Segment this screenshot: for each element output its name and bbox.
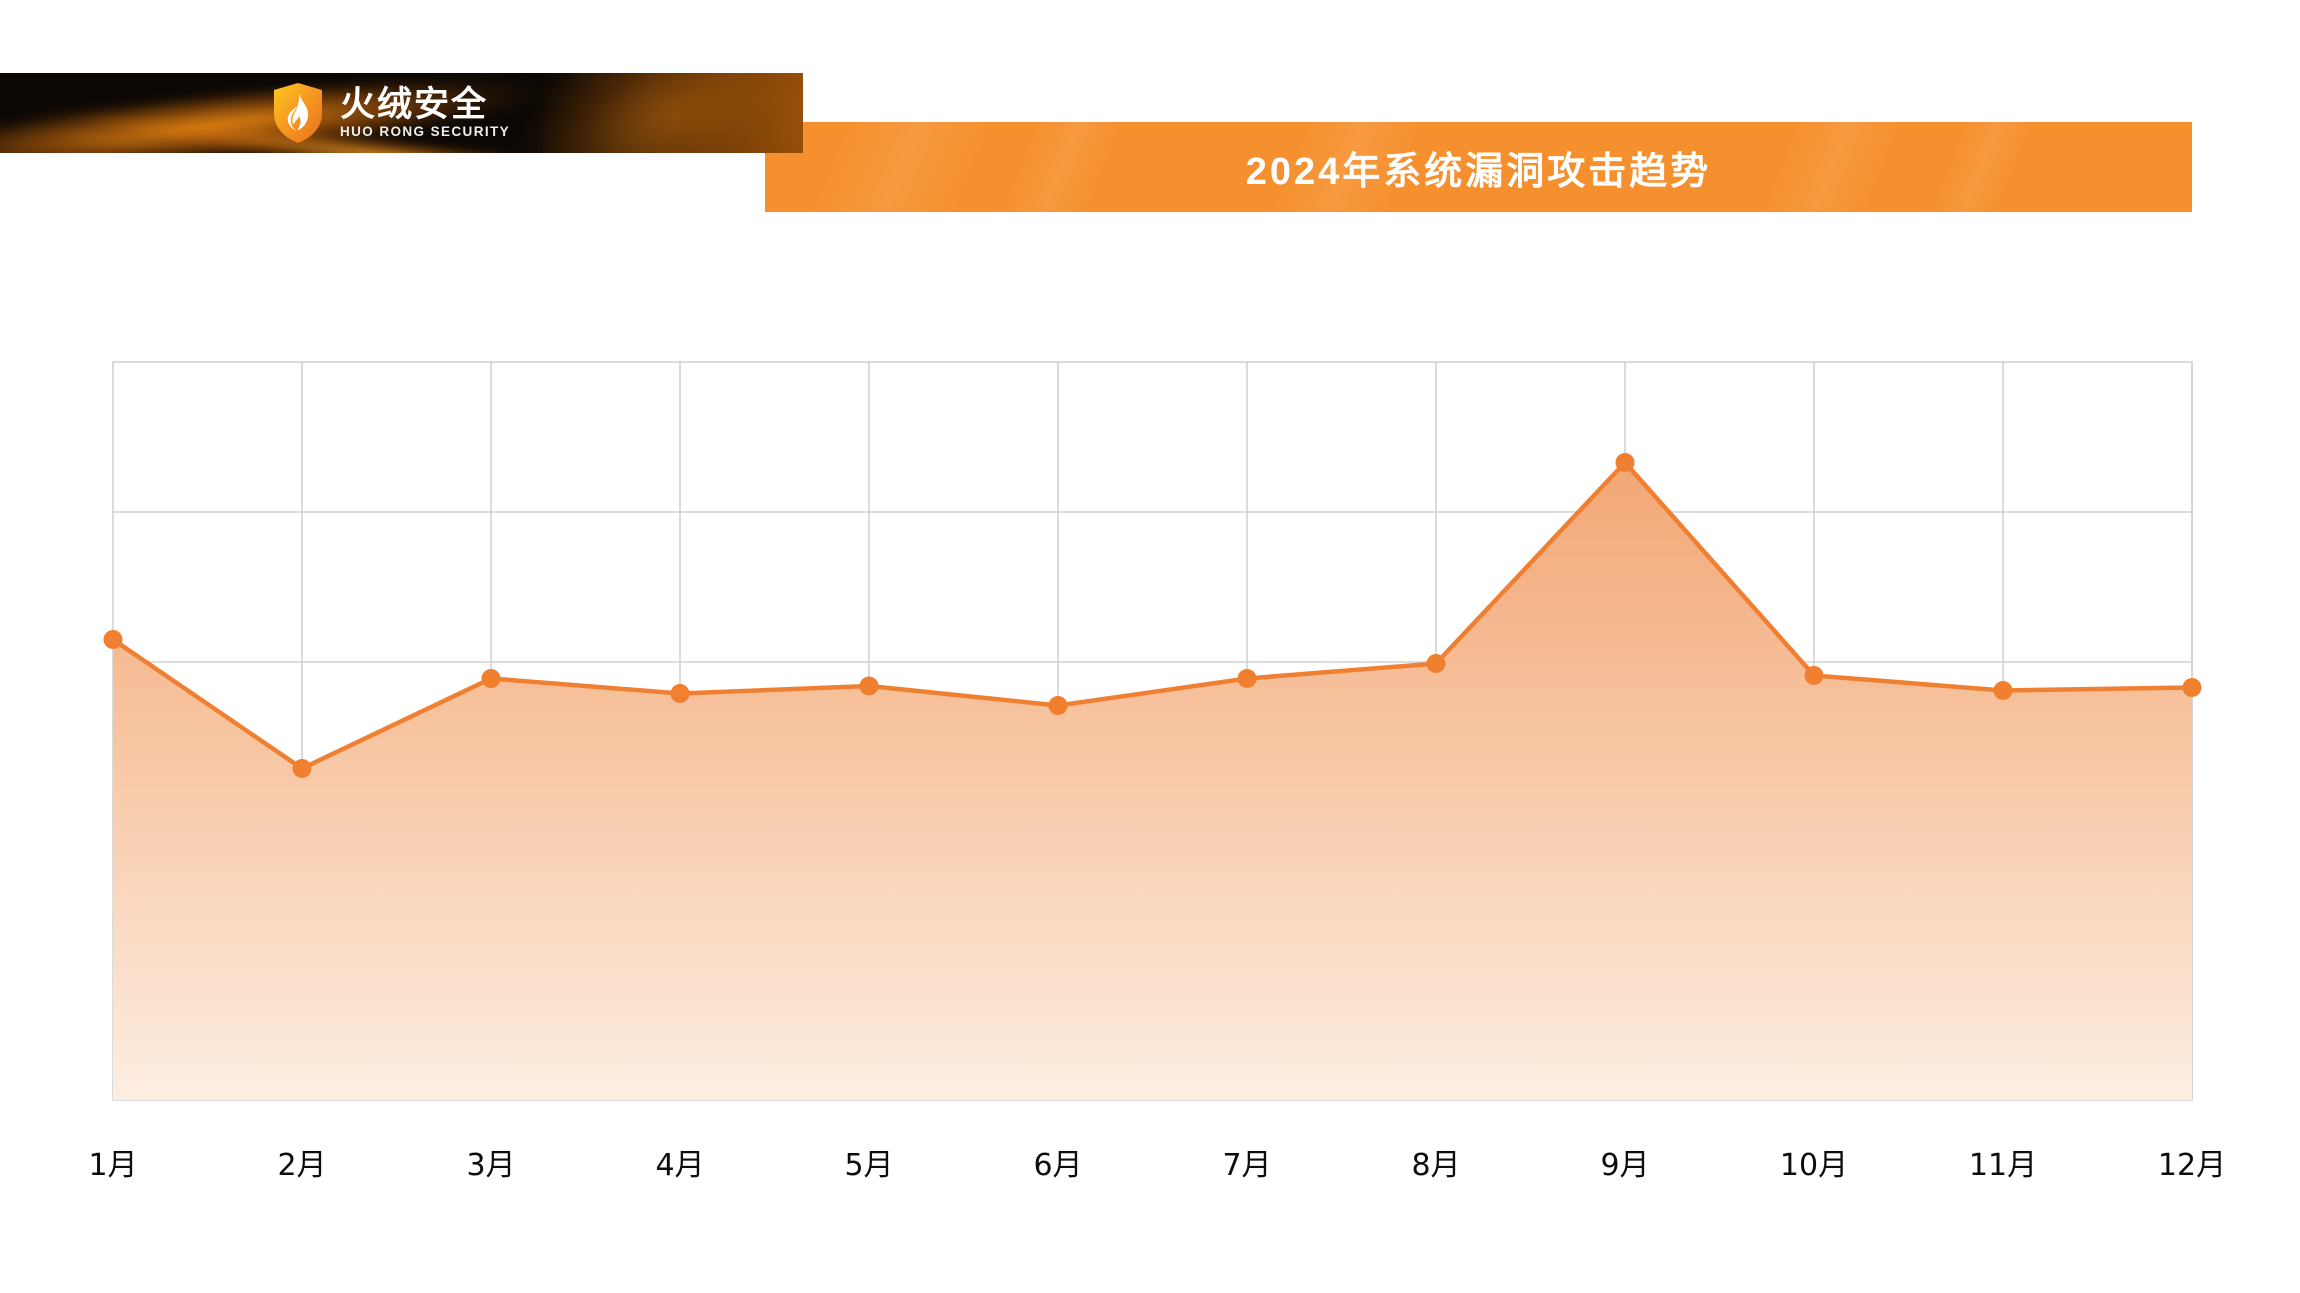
area-fill <box>113 462 2192 1100</box>
data-point-marker[interactable] <box>481 669 501 688</box>
shield-flame-icon <box>272 82 324 144</box>
x-axis-tick-label: 10月 <box>1779 1148 1849 1183</box>
data-point-marker[interactable] <box>1615 453 1635 472</box>
x-axis-tick-label: 12月 <box>2157 1148 2227 1183</box>
data-point-marker[interactable] <box>670 684 690 703</box>
x-axis-tick-label: 9月 <box>1600 1148 1650 1183</box>
data-point-marker[interactable] <box>292 759 312 778</box>
x-axis-tick-label: 5月 <box>844 1148 894 1183</box>
data-point-marker[interactable] <box>2182 678 2202 697</box>
data-point-marker[interactable] <box>1804 666 1824 685</box>
title-banner: 2024年系统漏洞攻击趋势 <box>765 122 2192 212</box>
data-point-marker[interactable] <box>1426 654 1446 673</box>
x-axis-tick-label: 11月 <box>1968 1148 2038 1183</box>
x-axis-tick-label: 3月 <box>466 1148 516 1183</box>
data-point-marker[interactable] <box>1993 681 2013 700</box>
brand-name-en: HUO RONG SECURITY <box>340 124 511 140</box>
x-axis-tick-label: 6月 <box>1033 1148 1083 1183</box>
trend-line <box>110 460 2195 771</box>
brand-logo-text: 火绒安全 HUO RONG SECURITY <box>340 87 510 139</box>
brand-logo: 火绒安全 HUO RONG SECURITY <box>272 82 510 144</box>
data-point-marker[interactable] <box>1237 669 1257 688</box>
brand-banner <box>0 73 803 153</box>
x-axis-tick-label: 2月 <box>277 1148 327 1183</box>
brand-name-cn: 火绒安全 <box>340 85 489 125</box>
x-axis-tick-label: 8月 <box>1411 1148 1461 1183</box>
data-point-markers <box>103 453 2202 778</box>
banner-edge-glow-icon <box>543 73 803 153</box>
x-axis-tick-label: 1月 <box>88 1148 138 1183</box>
x-axis-tick-label: 7月 <box>1222 1148 1272 1183</box>
data-point-marker[interactable] <box>103 630 123 649</box>
x-axis-tick-label: 4月 <box>655 1148 705 1183</box>
data-point-marker[interactable] <box>859 676 879 696</box>
x-axis-labels: 1月 2月 3月 4月 5月 6月 7月 8月 9月 10月 11月 12月 <box>88 1140 2226 1190</box>
page-title: 2024年系统漏洞攻击趋势 <box>1245 150 1712 193</box>
data-point-marker[interactable] <box>1048 696 1068 715</box>
